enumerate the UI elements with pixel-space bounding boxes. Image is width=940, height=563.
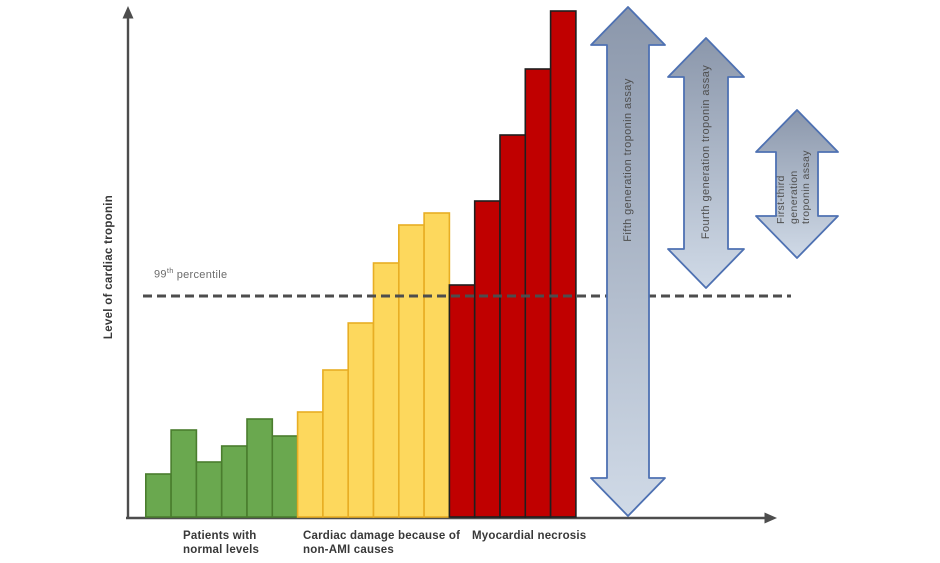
threshold-label: 99th percentile	[154, 266, 227, 281]
fifth-generation-arrow-label: Fifth generation troponin assay	[622, 78, 634, 242]
group-label-normal-levels: Patients with normal levels	[183, 530, 260, 557]
bar-necrosis	[499, 134, 527, 518]
y-axis-arrowhead	[122, 6, 134, 19]
threshold-number: 99	[154, 268, 167, 281]
bar-non_ami	[322, 369, 349, 518]
bar-non_ami	[423, 212, 451, 518]
bar-normal	[246, 418, 274, 518]
bar-necrosis	[524, 68, 552, 518]
x-axis-arrowhead	[764, 512, 777, 524]
bar-non_ami	[347, 322, 375, 518]
bar-necrosis	[549, 10, 577, 518]
bar-normal	[145, 473, 172, 518]
bar-normal	[195, 461, 223, 518]
bar-necrosis	[473, 200, 501, 518]
bar-normal	[220, 445, 248, 518]
bar-non_ami	[372, 262, 400, 518]
assay-arrow-first_third	[755, 109, 839, 259]
bar-non_ami	[397, 224, 425, 518]
bar-normal	[271, 435, 299, 518]
threshold-word: percentile	[176, 268, 228, 281]
assay-arrow-fifth	[590, 6, 666, 517]
group-label-myocardial-necrosis: Myocardial necrosis	[472, 530, 587, 542]
bar-normal	[170, 429, 198, 518]
bar-necrosis	[448, 284, 476, 518]
fourth-generation-arrow-label: Fourth generation troponin assay	[700, 64, 712, 240]
y-axis-title: Level of cardiac troponin	[103, 194, 115, 340]
assay-arrow-fourth	[667, 37, 745, 289]
threshold-ordinal: th	[166, 266, 174, 275]
group-label-non-ami: Cardiac damage because of non-AMI causes	[303, 530, 461, 557]
bar-non_ami	[296, 411, 324, 518]
first-third-generation-arrow-label: First-third generation troponin assay	[775, 150, 813, 224]
